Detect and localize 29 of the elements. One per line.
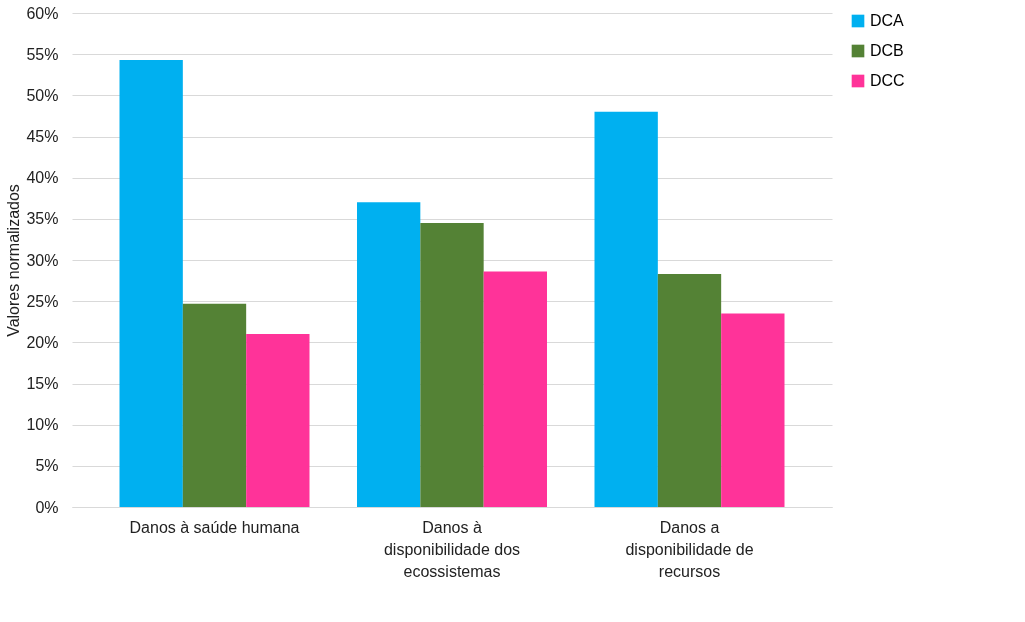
legend-label: DCC [870, 72, 905, 89]
y-tick-label: 30% [26, 251, 59, 269]
y-tick-label: 55% [26, 45, 59, 63]
y-axis-title: Valores normalizados [5, 184, 23, 337]
bar [721, 313, 785, 507]
bar [594, 111, 658, 507]
bar [420, 222, 484, 507]
y-tick-label: 0% [35, 498, 59, 516]
y-tick-label: 5% [35, 457, 59, 475]
bar [246, 334, 310, 507]
legend-label: DCB [870, 42, 904, 59]
y-tick-label: 40% [26, 169, 59, 187]
bar [483, 271, 547, 507]
bar [657, 274, 722, 507]
legend-label: DCA [870, 12, 905, 29]
y-tick-label: 20% [26, 333, 59, 351]
bar [357, 202, 421, 507]
y-tick-label: 10% [26, 416, 59, 434]
y-tick-label: 15% [26, 375, 59, 392]
y-tick-label: 35% [26, 210, 59, 228]
x-tick-label: Danos a disponibilidade de recursos [625, 518, 754, 580]
y-tick-label: 25% [26, 292, 59, 310]
y-tick-label: 50% [26, 86, 59, 104]
x-tick-label: Danos à saúde humana [129, 518, 300, 536]
y-tick-label: 45% [26, 128, 59, 145]
bar [182, 303, 247, 507]
y-tick-label: 60% [26, 4, 59, 22]
x-tick-label: Danos à disponibilidade dos ecossistemas [383, 518, 521, 580]
bar [119, 59, 183, 507]
